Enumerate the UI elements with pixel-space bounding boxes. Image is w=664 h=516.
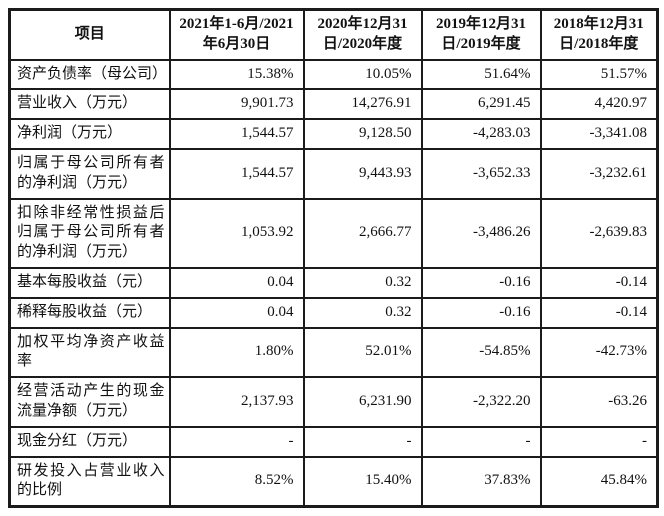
cell-value: 9,901.73: [168, 88, 305, 121]
cell-value: -0.16: [420, 296, 542, 329]
column-header-2019: 2019年12月31日/2019年度: [420, 8, 542, 61]
cell-value: 15.38%: [168, 58, 305, 91]
row-label: 基本每股收益（元）: [8, 266, 171, 299]
cell-value: 0.04: [168, 266, 305, 299]
cell-value: -3,486.26: [420, 197, 542, 269]
cell-value: 9,128.50: [302, 118, 423, 150]
row-label: 加权平均净资产收益率: [8, 326, 171, 379]
row-label: 研发投入占营业收入的比例: [8, 455, 171, 508]
cell-value: 4,420.97: [539, 88, 659, 121]
table-row-net-profit: 净利润（万元） 1,544.57 9,128.50 -4,283.03 -3,3…: [8, 118, 659, 150]
table-row-parent-net-profit: 归属于母公司所有者的净利润（万元） 1,544.57 9,443.93 -3,6…: [8, 147, 659, 200]
cell-value: 14,276.91: [302, 88, 423, 121]
cell-value: 2,137.93: [168, 376, 305, 428]
cell-value: -: [539, 425, 659, 458]
cell-value: 1,053.92: [168, 197, 305, 269]
table-row-cash-dividend: 现金分红（万元） - - - -: [8, 425, 659, 458]
row-label: 经营活动产生的现金流量净额（万元）: [8, 376, 171, 428]
financial-summary-table: 项目 2021年1-6月/2021年6月30日 2020年12月31日/2020…: [8, 8, 659, 509]
cell-value: 10.05%: [302, 58, 423, 91]
header-row: 项目 2021年1-6月/2021年6月30日 2020年12月31日/2020…: [8, 8, 659, 61]
table-row-rd-ratio: 研发投入占营业收入的比例 8.52% 15.40% 37.83% 45.84%: [8, 455, 659, 508]
cell-value: -42.73%: [539, 326, 659, 379]
table-row-diluted-eps: 稀释每股收益（元） 0.04 0.32 -0.16 -0.14: [8, 296, 659, 329]
cell-value: -3,232.61: [539, 147, 659, 200]
table-row-debt-ratio: 资产负债率（母公司） 15.38% 10.05% 51.64% 51.57%: [8, 58, 659, 91]
column-header-2018: 2018年12月31日/2018年度: [539, 8, 659, 61]
cell-value: -4,283.03: [420, 118, 542, 150]
cell-value: 9,443.93: [302, 147, 423, 200]
cell-value: -2,639.83: [539, 197, 659, 269]
row-label: 营业收入（万元）: [8, 88, 171, 121]
row-label: 归属于母公司所有者的净利润（万元）: [8, 147, 171, 200]
row-label: 现金分红（万元）: [8, 425, 171, 458]
table-row-revenue: 营业收入（万元） 9,901.73 14,276.91 6,291.45 4,4…: [8, 88, 659, 121]
cell-value: 52.01%: [302, 326, 423, 379]
cell-value: -3,652.33: [420, 147, 542, 200]
cell-value: 2,666.77: [302, 197, 423, 269]
cell-value: -0.14: [539, 296, 659, 329]
cell-value: -: [168, 425, 305, 458]
cell-value: 45.84%: [539, 455, 659, 508]
cell-value: 1.80%: [168, 326, 305, 379]
cell-value: 0.32: [302, 266, 423, 299]
column-header-2021: 2021年1-6月/2021年6月30日: [168, 8, 305, 61]
cell-value: -54.85%: [420, 326, 542, 379]
cell-value: 1,544.57: [168, 147, 305, 200]
cell-value: -: [420, 425, 542, 458]
cell-value: 37.83%: [420, 455, 542, 508]
cell-value: 8.52%: [168, 455, 305, 508]
table-row-weighted-roe: 加权平均净资产收益率 1.80% 52.01% -54.85% -42.73%: [8, 326, 659, 379]
cell-value: 1,544.57: [168, 118, 305, 150]
cell-value: 6,291.45: [420, 88, 542, 121]
cell-value: 6,231.90: [302, 376, 423, 428]
cell-value: 15.40%: [302, 455, 423, 508]
cell-value: -0.14: [539, 266, 659, 299]
row-label: 净利润（万元）: [8, 118, 171, 150]
cell-value: 0.04: [168, 296, 305, 329]
cell-value: 0.32: [302, 296, 423, 329]
row-label: 稀释每股收益（元）: [8, 296, 171, 329]
cell-value: -0.16: [420, 266, 542, 299]
cell-value: 51.57%: [539, 58, 659, 91]
cell-value: -63.26: [539, 376, 659, 428]
cell-value: -: [302, 425, 423, 458]
cell-value: -2,322.20: [420, 376, 542, 428]
table-row-operating-cash-flow: 经营活动产生的现金流量净额（万元） 2,137.93 6,231.90 -2,3…: [8, 376, 659, 428]
cell-value: -3,341.08: [539, 118, 659, 150]
table-row-deducted-net-profit: 扣除非经常性损益后归属于母公司所有者的净利润（万元） 1,053.92 2,66…: [8, 197, 659, 269]
row-label: 扣除非经常性损益后归属于母公司所有者的净利润（万元）: [8, 197, 171, 269]
column-header-2020: 2020年12月31日/2020年度: [302, 8, 423, 61]
cell-value: 51.64%: [420, 58, 542, 91]
row-label: 资产负债率（母公司）: [8, 58, 171, 91]
column-header-item: 项目: [8, 8, 171, 61]
table-row-basic-eps: 基本每股收益（元） 0.04 0.32 -0.16 -0.14: [8, 266, 659, 299]
